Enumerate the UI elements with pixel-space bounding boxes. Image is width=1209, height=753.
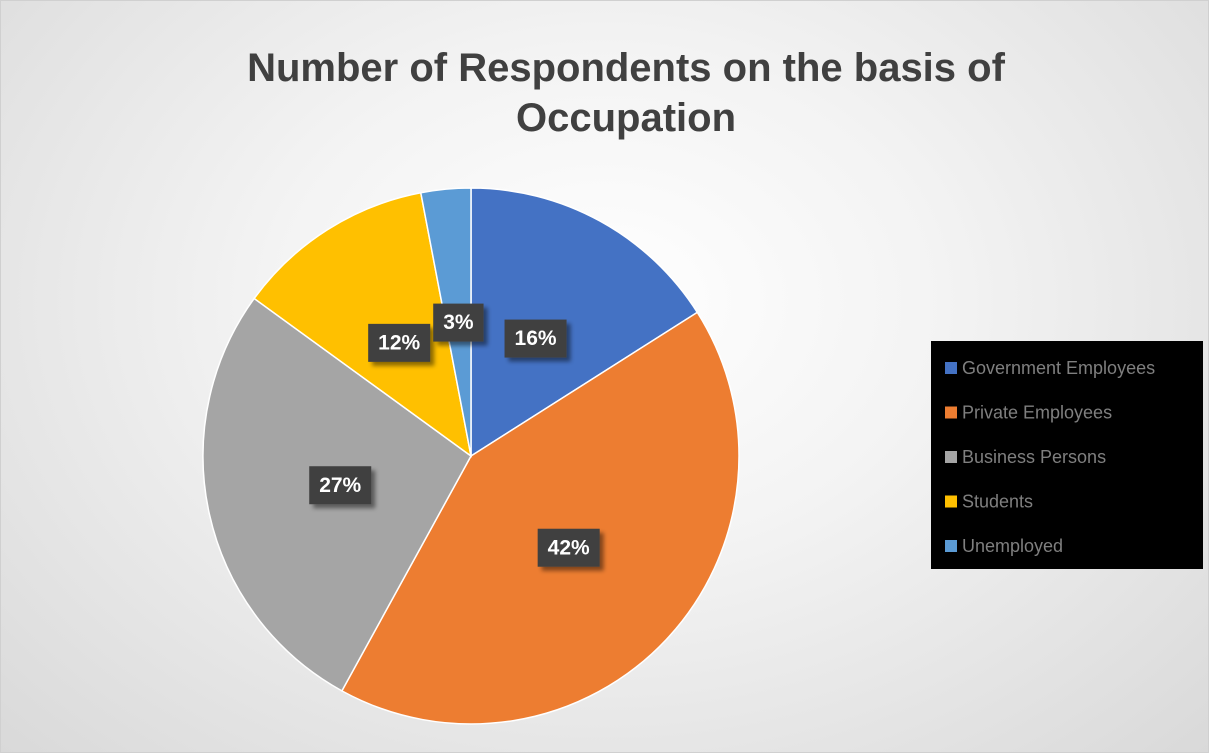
data-label-text: 27% (319, 474, 361, 497)
data-label-box (368, 323, 431, 362)
data-label: 16% (504, 319, 567, 358)
data-label: 42% (537, 528, 600, 567)
data-label: 3% (433, 303, 484, 342)
legend-swatch (945, 540, 957, 552)
pie-slice (340, 311, 740, 725)
legend-box (931, 341, 1203, 569)
data-label-box (504, 319, 567, 358)
legend-swatch (945, 362, 957, 374)
chart-title: Number of Respondents on the basis of Oc… (247, 46, 1005, 140)
data-label-text: 42% (548, 536, 590, 559)
data-label-box (537, 528, 600, 567)
legend-swatch (945, 406, 957, 419)
legend-swatch (945, 451, 957, 463)
data-label-text: 3% (443, 311, 474, 334)
legend-swatch (945, 495, 957, 508)
data-label-box (309, 466, 372, 505)
legend-label: Private Employees (962, 402, 1112, 422)
legend-label: Unemployed (962, 536, 1063, 556)
legend-label: Business Persons (962, 447, 1106, 467)
legend-label: Government Employees (962, 358, 1155, 378)
pie-slice (470, 187, 699, 458)
data-label-text: 16% (515, 327, 557, 350)
data-label-text: 12% (378, 331, 420, 354)
data-label: 27% (309, 466, 372, 505)
pie-slice (253, 191, 473, 458)
data-label: 12% (368, 323, 431, 362)
legend-label: Students (962, 491, 1033, 511)
data-label-box (433, 303, 484, 342)
